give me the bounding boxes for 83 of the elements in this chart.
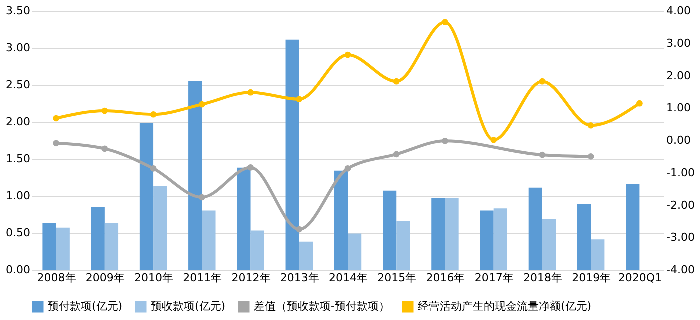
point xyxy=(636,100,643,107)
point xyxy=(198,101,206,108)
bar xyxy=(334,170,348,270)
bar xyxy=(91,207,105,270)
bar xyxy=(154,186,168,270)
y2-tick-label: 1.00 xyxy=(666,102,691,115)
point xyxy=(150,111,157,118)
point xyxy=(102,146,108,152)
y-tick-label: 3.00 xyxy=(6,42,30,54)
bar xyxy=(299,242,313,270)
bar xyxy=(250,230,264,270)
bar xyxy=(348,234,362,270)
bar xyxy=(445,198,459,270)
legend-label: 预收款项(亿元) xyxy=(151,300,226,313)
point xyxy=(442,138,448,144)
y2-tick-label: -4.00 xyxy=(666,264,695,276)
bar xyxy=(432,198,446,270)
y-tick-label: 2.50 xyxy=(6,78,30,92)
y2-tick-label: -2.00 xyxy=(666,198,695,212)
x-tick-label: 2011年 xyxy=(183,272,222,284)
bar xyxy=(542,218,556,270)
x-tick-label: 2015年 xyxy=(378,272,417,284)
y-tick-label: 0.50 xyxy=(6,226,30,240)
point xyxy=(588,154,594,160)
point xyxy=(53,115,60,122)
point xyxy=(198,194,206,201)
point xyxy=(296,226,303,233)
x-tick-label: 2013年 xyxy=(280,272,320,284)
y2-tick-label: -1.00 xyxy=(666,166,695,180)
x-tick-label: 2019年 xyxy=(572,272,612,284)
y2-tick-label: 2.00 xyxy=(666,69,691,82)
bar xyxy=(480,210,494,270)
point xyxy=(393,78,400,85)
bar xyxy=(140,123,154,270)
bar xyxy=(202,210,216,270)
point xyxy=(248,89,254,96)
point xyxy=(539,78,546,85)
point xyxy=(588,122,594,129)
bar xyxy=(396,221,410,270)
y2-tick-label: 0.00 xyxy=(666,134,691,147)
legend-label: 差值（预收款项-预付款项） xyxy=(254,300,390,313)
point xyxy=(344,166,352,172)
bar xyxy=(56,228,70,270)
legend-label: 预付款项(亿元) xyxy=(48,300,123,313)
y2-tick-label: -3.00 xyxy=(666,231,695,244)
bar xyxy=(188,81,202,270)
x-tick-label: 2016年 xyxy=(426,272,466,284)
point xyxy=(393,151,400,158)
x-tick-label: 2014年 xyxy=(329,272,368,284)
x-tick-label: 2017年 xyxy=(474,272,514,284)
x-tick-label: 2010年 xyxy=(134,272,174,284)
point xyxy=(490,137,498,144)
point xyxy=(102,108,108,114)
y2-tick-label: 4.00 xyxy=(666,4,691,18)
y-tick-label: 1.50 xyxy=(6,152,30,166)
bar xyxy=(237,168,251,270)
legend-label: 经营活动产生的现金流量净额(亿元) xyxy=(418,300,592,313)
x-tick-label: 2020Q1 xyxy=(618,272,662,284)
bar xyxy=(528,188,542,270)
bar xyxy=(104,223,119,270)
bar xyxy=(626,184,640,270)
point xyxy=(150,166,157,172)
x-tick-label: 2009年 xyxy=(86,272,125,284)
point xyxy=(442,19,448,26)
y2-tick-label: 3.00 xyxy=(666,36,691,50)
x-tick-label: 2012年 xyxy=(232,272,271,284)
point xyxy=(344,52,352,58)
point xyxy=(539,152,546,158)
x-tick-label: 2008年 xyxy=(37,272,76,284)
point xyxy=(296,96,303,103)
bar xyxy=(577,204,592,270)
x-tick-label: 2018年 xyxy=(523,272,562,284)
bar xyxy=(383,190,397,270)
y-tick-label: 0.00 xyxy=(6,264,30,276)
point xyxy=(248,164,254,171)
bar xyxy=(42,223,56,270)
bar xyxy=(286,40,300,270)
y-tick-label: 3.50 xyxy=(6,4,30,18)
point xyxy=(53,140,60,147)
y-tick-label: 2.00 xyxy=(6,116,30,128)
bar xyxy=(494,208,508,270)
y-tick-label: 1.00 xyxy=(6,190,30,202)
bar xyxy=(591,240,605,270)
